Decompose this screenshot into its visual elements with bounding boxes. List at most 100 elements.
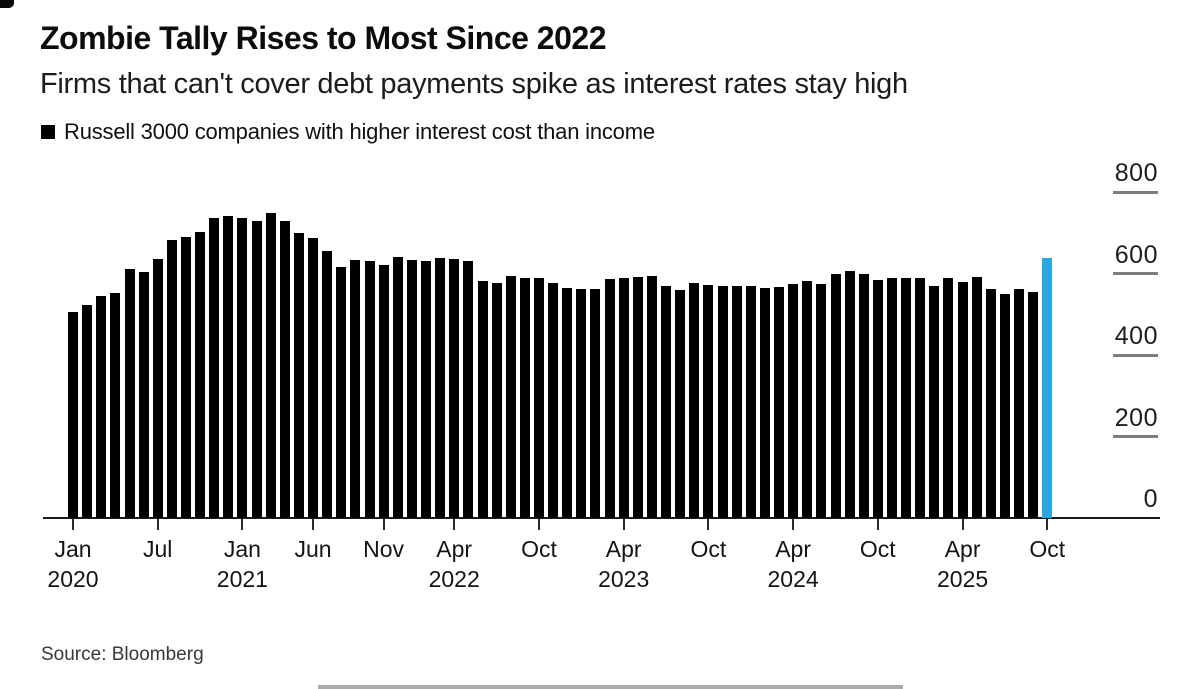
bar bbox=[364, 261, 375, 518]
bar bbox=[223, 216, 234, 518]
bar bbox=[816, 284, 827, 518]
bar bbox=[449, 259, 460, 518]
bar bbox=[604, 279, 615, 518]
x-axis-label-month: Nov bbox=[363, 536, 405, 562]
bar bbox=[576, 289, 587, 518]
bar bbox=[378, 265, 389, 518]
x-axis-label-year: 2024 bbox=[767, 566, 819, 592]
x-axis-label-month: Apr bbox=[436, 536, 473, 562]
bar bbox=[166, 240, 177, 518]
bar bbox=[435, 258, 446, 518]
bar bbox=[759, 288, 770, 518]
x-axis-label-month: Apr bbox=[775, 536, 811, 562]
chart-title: Zombie Tally Rises to Most Since 2022 bbox=[40, 20, 606, 56]
bar bbox=[661, 286, 671, 518]
bar bbox=[689, 283, 700, 518]
x-axis-label-month: Jun bbox=[294, 536, 332, 562]
bar bbox=[534, 278, 544, 518]
x-axis-label-month: Oct bbox=[521, 536, 557, 562]
bar bbox=[124, 269, 135, 518]
bar bbox=[858, 274, 869, 518]
x-axis-tick bbox=[72, 519, 74, 530]
bar bbox=[802, 281, 813, 518]
bar bbox=[590, 289, 601, 518]
legend: Russell 3000 companies with higher inter… bbox=[41, 119, 655, 145]
bar bbox=[1028, 292, 1039, 518]
bar bbox=[195, 232, 206, 518]
x-axis-tick bbox=[156, 519, 159, 530]
y-axis-label: 0 bbox=[1143, 485, 1158, 513]
bar bbox=[957, 282, 968, 518]
bar bbox=[293, 233, 304, 518]
bar bbox=[830, 274, 841, 518]
x-axis-label-month: Jan bbox=[54, 536, 92, 562]
bar bbox=[901, 278, 912, 518]
x-axis-label-year: 2025 bbox=[937, 566, 989, 592]
bar bbox=[1014, 289, 1024, 518]
bar bbox=[717, 286, 728, 518]
bar bbox=[632, 277, 643, 518]
x-axis-label-month: Oct bbox=[1029, 536, 1066, 562]
bar bbox=[308, 238, 318, 518]
bar bbox=[562, 288, 573, 518]
bar bbox=[646, 276, 657, 518]
bar bbox=[96, 296, 107, 518]
x-axis-tick bbox=[792, 519, 795, 530]
bar bbox=[929, 286, 940, 518]
x-axis-label-year: 2020 bbox=[47, 566, 99, 592]
bar bbox=[491, 283, 502, 518]
legend-label: Russell 3000 companies with higher inter… bbox=[64, 119, 655, 144]
x-axis-tick bbox=[1046, 519, 1049, 530]
bar bbox=[138, 272, 149, 518]
y-axis-tick-dash bbox=[1113, 190, 1158, 194]
y-axis-label: 200 bbox=[1114, 403, 1158, 432]
y-axis-label: 800 bbox=[1114, 159, 1158, 187]
bar bbox=[209, 218, 220, 518]
bottom-edge-artifact bbox=[318, 685, 903, 689]
source-caption: Source: Bloomberg bbox=[41, 644, 204, 665]
x-axis-label-month: Apr bbox=[944, 536, 981, 562]
y-axis-label: 600 bbox=[1114, 240, 1158, 269]
bar bbox=[872, 280, 883, 518]
x-axis-label-month: Oct bbox=[690, 536, 727, 562]
bar bbox=[675, 290, 686, 518]
x-axis-label-month: Jan bbox=[223, 536, 261, 562]
bar bbox=[421, 261, 431, 518]
bar bbox=[322, 251, 333, 518]
y-axis-label: 400 bbox=[1114, 322, 1158, 350]
corner-artifact bbox=[0, 0, 14, 8]
bar bbox=[943, 278, 954, 518]
bar bbox=[237, 218, 248, 518]
bar bbox=[731, 286, 742, 518]
bar bbox=[999, 294, 1010, 518]
legend-swatch-icon bbox=[41, 125, 55, 139]
bar bbox=[774, 287, 784, 518]
x-axis-tick bbox=[538, 519, 540, 530]
x-axis-label-month: Apr bbox=[605, 536, 642, 562]
y-axis-tick-dash bbox=[1113, 272, 1158, 275]
bar bbox=[68, 312, 78, 518]
bar bbox=[971, 277, 982, 518]
x-axis-label-month: Oct bbox=[859, 536, 896, 562]
x-axis-line bbox=[43, 517, 1160, 519]
bar bbox=[745, 286, 756, 518]
bar bbox=[844, 271, 855, 518]
bar bbox=[152, 259, 163, 518]
bar bbox=[985, 289, 996, 518]
bar bbox=[618, 278, 629, 518]
bar bbox=[279, 221, 290, 518]
y-axis-tick-dash bbox=[1113, 435, 1158, 438]
bar bbox=[519, 278, 530, 518]
x-axis-tick bbox=[622, 519, 625, 530]
bar bbox=[463, 261, 474, 518]
x-axis-tick bbox=[382, 519, 385, 530]
bar bbox=[82, 305, 93, 518]
bar bbox=[392, 257, 403, 518]
bar bbox=[181, 237, 191, 518]
bar bbox=[548, 283, 559, 518]
bar bbox=[406, 260, 417, 518]
y-axis-tick-dash bbox=[1113, 353, 1158, 357]
x-axis-tick bbox=[707, 519, 710, 530]
